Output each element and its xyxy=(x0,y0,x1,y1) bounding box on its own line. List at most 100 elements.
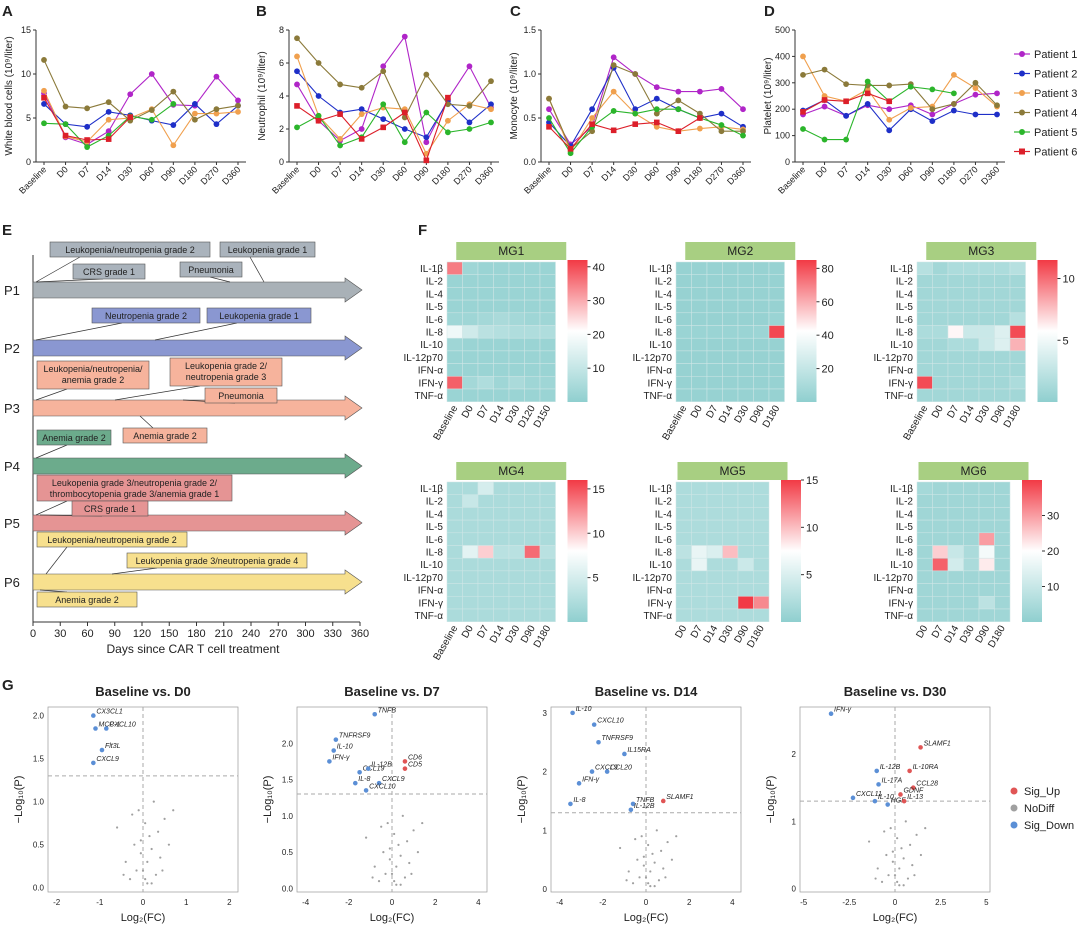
heat-cell xyxy=(462,261,479,275)
x-tick-label: 0 xyxy=(644,898,649,907)
row-label: TNF-α xyxy=(643,611,672,622)
x-tick-label: D90 xyxy=(159,164,178,183)
heat-cell xyxy=(916,299,933,314)
event-box xyxy=(204,387,278,404)
row-label: IL-1β xyxy=(420,484,443,495)
heat-cell xyxy=(722,494,739,508)
row-label: IL-4 xyxy=(896,289,914,300)
data-point xyxy=(950,90,957,97)
heat-cell xyxy=(691,583,708,597)
data-point xyxy=(821,66,828,73)
event-label: Leukopenia grade 2/ xyxy=(185,361,268,371)
heat-cell xyxy=(675,481,692,495)
x-tick-label: D30 xyxy=(875,164,894,183)
event-box xyxy=(36,591,138,608)
heatmap-title-bar xyxy=(918,462,1029,480)
heat-cell xyxy=(706,608,723,622)
data-point xyxy=(653,84,660,91)
point-label: SLAMF1 xyxy=(666,794,693,801)
heat-cell xyxy=(947,608,964,622)
heat-cell xyxy=(1009,350,1026,364)
col-label: D0 xyxy=(914,623,930,640)
heat-cell xyxy=(737,481,754,495)
nodiff-point xyxy=(115,826,119,829)
data-point xyxy=(401,33,408,40)
heat-cell xyxy=(539,481,556,495)
x-tick-label: D7 xyxy=(581,164,596,179)
data-point xyxy=(800,126,806,132)
x-tick-label: D30 xyxy=(621,164,640,183)
x-tick-label: D180 xyxy=(430,164,452,186)
data-point xyxy=(864,78,871,85)
row-label: IL-4 xyxy=(896,509,914,520)
nodiff-point xyxy=(167,843,171,846)
point-label: IFN-γ xyxy=(834,707,852,714)
nodiff-point xyxy=(408,861,411,865)
colorbar-label: 60 xyxy=(822,297,834,309)
heat-cell xyxy=(446,376,463,390)
heat-cell xyxy=(916,388,933,402)
data-point xyxy=(800,71,806,78)
heat-cell xyxy=(737,557,754,572)
heat-cell xyxy=(539,570,556,584)
heat-cell xyxy=(446,337,463,352)
heat-cell xyxy=(947,494,964,508)
heat-cell xyxy=(508,363,525,377)
nodiff-point xyxy=(885,853,888,857)
heat-cell xyxy=(691,557,708,572)
data-point xyxy=(696,110,703,117)
row-label: P2 xyxy=(4,341,20,356)
series-line-patient-4 xyxy=(296,37,492,119)
event-connector xyxy=(35,322,123,341)
heat-cell xyxy=(493,608,510,622)
event-label: anemia grade 2 xyxy=(62,375,125,385)
heat-cell xyxy=(722,481,739,495)
heat-cell xyxy=(462,557,479,572)
data-point xyxy=(466,63,473,70)
x-tick-label: D14 xyxy=(94,164,113,183)
point-label: IL-10 xyxy=(337,744,353,751)
heat-cell xyxy=(994,287,1011,301)
nodiff-point xyxy=(421,821,424,825)
heat-cell xyxy=(916,545,933,559)
nodiff-point xyxy=(163,817,166,820)
nodiff-point xyxy=(649,870,652,873)
event-label: CRS grade 1 xyxy=(83,267,135,277)
x-tick-label: D60 xyxy=(896,164,915,183)
nodiff-point xyxy=(898,867,901,870)
series-line-patient-3 xyxy=(296,56,492,155)
plot-title: Baseline vs. D14 xyxy=(595,684,698,699)
event-box xyxy=(36,474,233,502)
heat-cell xyxy=(524,570,541,584)
heat-cell xyxy=(994,545,1011,559)
data-point xyxy=(589,121,595,127)
heat-cell xyxy=(722,583,739,597)
sig-point xyxy=(872,798,878,804)
heat-cell xyxy=(737,299,754,314)
nodiff-point xyxy=(876,867,879,870)
data-point xyxy=(843,112,850,119)
nodiff-point xyxy=(653,861,656,864)
data-point xyxy=(105,108,112,115)
heat-cell xyxy=(737,596,754,610)
series-line-patient-4 xyxy=(802,69,998,110)
event-connector xyxy=(35,444,68,459)
sig-point xyxy=(357,769,362,775)
heat-cell xyxy=(947,596,964,610)
row-label: IL-10 xyxy=(420,340,443,351)
heat-cell xyxy=(978,388,995,402)
point-label: IL15RA xyxy=(627,747,651,754)
heat-cell xyxy=(675,545,692,559)
heat-cell xyxy=(1009,299,1026,314)
nodiff-point xyxy=(393,832,396,836)
heat-cell xyxy=(539,325,556,339)
heat-cell xyxy=(963,596,980,610)
x-tick-label: Baseline xyxy=(17,164,48,195)
colorbar-label: 5 xyxy=(593,573,599,585)
data-point xyxy=(864,101,871,107)
heat-cell xyxy=(768,325,785,339)
data-point xyxy=(315,93,322,99)
point-label: IFN-γ xyxy=(332,754,350,761)
heat-cell xyxy=(994,388,1011,402)
heat-cell xyxy=(737,261,754,275)
